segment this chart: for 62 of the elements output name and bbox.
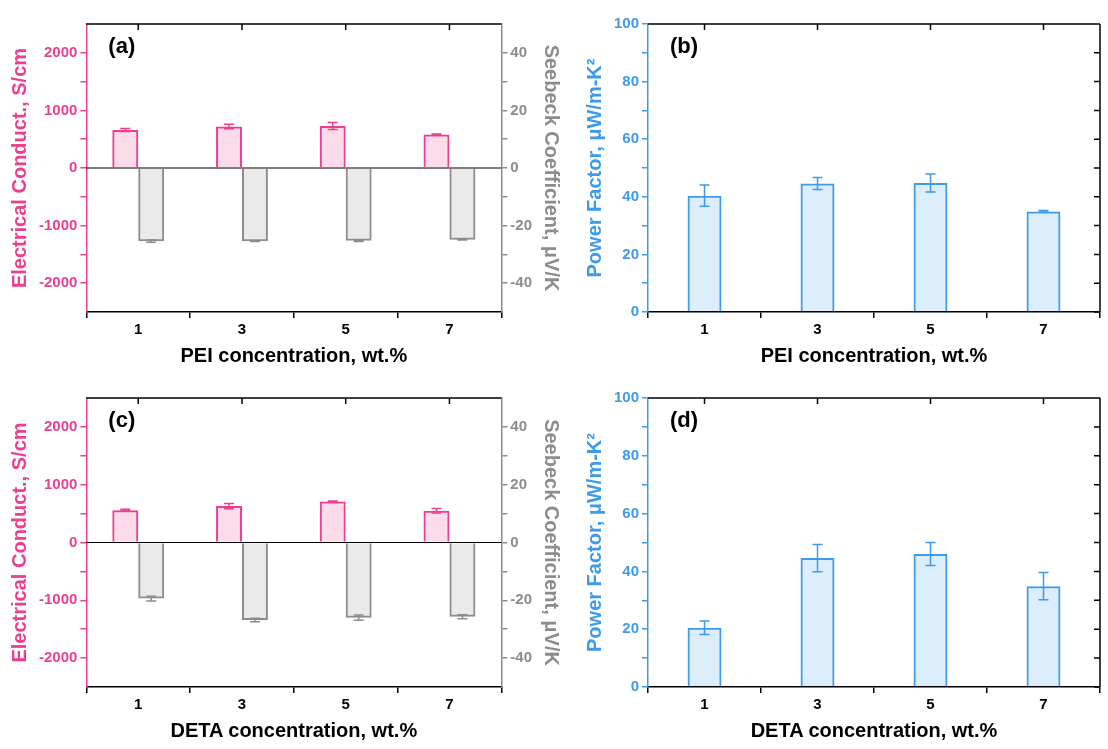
y2-tick-label: -40 bbox=[510, 273, 533, 291]
y-tick-label: 60 bbox=[622, 129, 640, 147]
x-axis-title: DETA concentration, wt.% bbox=[750, 718, 998, 741]
y-tick-label: -2000 bbox=[38, 273, 78, 291]
y-tick-label: 100 bbox=[614, 388, 640, 406]
x-tick-label: 3 bbox=[813, 320, 822, 338]
y2-tick-label: 0 bbox=[510, 158, 519, 176]
x-axis-title: DETA concentration, wt.% bbox=[170, 718, 418, 741]
x-tick-label: 5 bbox=[341, 320, 350, 338]
y-tick-label: 100 bbox=[614, 14, 640, 32]
y-axis-title: Power Factor, μW/m-K² bbox=[582, 432, 605, 652]
y-tick-label: 2000 bbox=[43, 42, 78, 60]
y-tick-label: 0 bbox=[69, 158, 78, 176]
x-axis-title: PEI concentration, wt.% bbox=[760, 343, 988, 366]
x-tick-label: 1 bbox=[134, 695, 143, 713]
x-tick-label: 1 bbox=[700, 320, 709, 338]
y-tick-label: 40 bbox=[622, 561, 640, 579]
x-tick-label: 3 bbox=[237, 320, 247, 338]
y-tick-label: 1000 bbox=[43, 100, 78, 118]
x-tick-label: 7 bbox=[445, 320, 454, 338]
annotation: (c) bbox=[108, 407, 136, 433]
y2-tick-label: 0 bbox=[510, 532, 519, 550]
y2-tick-label: 40 bbox=[510, 417, 528, 435]
y2-tick-label: 20 bbox=[510, 100, 528, 118]
x-tick-label: 7 bbox=[1039, 320, 1048, 338]
y2-tick-label: 20 bbox=[510, 474, 528, 492]
y2-axis-title: Seebeck Coefficient, μV/K bbox=[541, 419, 564, 667]
y-tick-label: 60 bbox=[622, 503, 640, 521]
y-tick-label: 20 bbox=[622, 619, 640, 637]
annotation: (b) bbox=[670, 33, 699, 59]
x-tick-label: 5 bbox=[926, 320, 935, 338]
y-axis-title: Power Factor, μW/m-K² bbox=[582, 58, 605, 278]
y-axis-title: Electrical Conduct., S/cm bbox=[7, 47, 30, 289]
y-tick-label: 20 bbox=[622, 244, 640, 262]
y-tick-label: 80 bbox=[622, 445, 640, 463]
y2-axis-title: Seebeck Coefficient, μV/K bbox=[541, 44, 564, 292]
y-tick-label: -1000 bbox=[38, 590, 78, 608]
y-tick-label: 1000 bbox=[43, 474, 78, 492]
y-tick-label: 0 bbox=[69, 532, 78, 550]
y2-tick-label: 40 bbox=[510, 42, 528, 60]
x-tick-label: 5 bbox=[341, 695, 350, 713]
annotation: (d) bbox=[670, 407, 699, 433]
y2-tick-label: -20 bbox=[510, 215, 533, 233]
y-tick-label: 2000 bbox=[43, 417, 78, 435]
y-tick-label: 80 bbox=[622, 71, 640, 89]
x-axis-title: PEI concentration, wt.% bbox=[180, 343, 408, 366]
annotation: (a) bbox=[108, 33, 136, 59]
y-tick-label: 0 bbox=[630, 302, 640, 320]
x-tick-label: 3 bbox=[237, 695, 247, 713]
y-tick-label: 40 bbox=[622, 186, 640, 204]
y2-tick-label: -20 bbox=[510, 590, 533, 608]
y-tick-label: -2000 bbox=[38, 648, 78, 666]
x-tick-label: 7 bbox=[1039, 695, 1048, 713]
x-tick-label: 3 bbox=[813, 695, 822, 713]
y-axis-title: Electrical Conduct., S/cm bbox=[7, 422, 30, 663]
y2-tick-label: -40 bbox=[510, 648, 533, 666]
x-tick-label: 5 bbox=[926, 695, 935, 713]
y-tick-label: -1000 bbox=[38, 215, 78, 233]
y-tick-label: 0 bbox=[630, 677, 640, 695]
x-tick-label: 1 bbox=[700, 695, 709, 713]
x-tick-label: 7 bbox=[445, 695, 454, 713]
x-tick-label: 1 bbox=[134, 320, 143, 338]
